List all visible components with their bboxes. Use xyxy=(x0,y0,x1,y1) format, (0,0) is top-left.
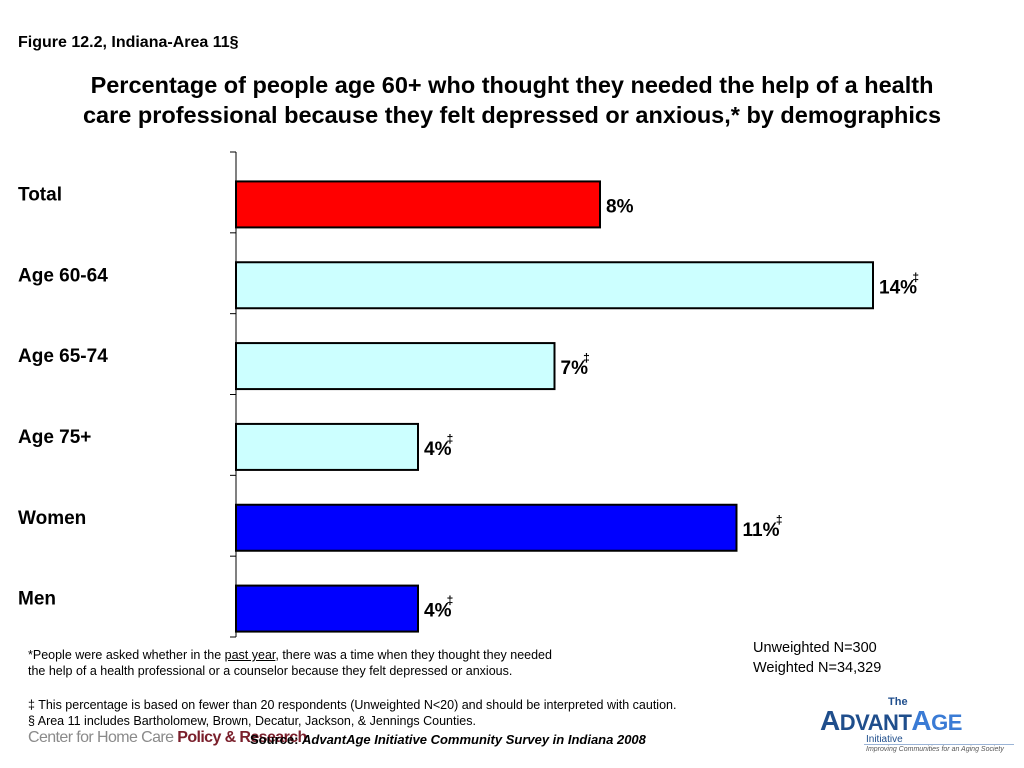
value-label: 8% xyxy=(606,196,634,217)
source-text: AdvantAge Initiative Community Survey in… xyxy=(302,732,646,747)
category-label: Men xyxy=(18,589,56,610)
advantage-logo-wordmark: ADVANTAGE xyxy=(820,705,962,736)
chcp-logo: Center for Home Care Policy & Research xyxy=(28,729,307,747)
advantage-logo: The ADVANTAGE Initiative Improving Commu… xyxy=(820,696,1016,756)
unweighted-n: Unweighted N=300 xyxy=(753,640,877,656)
footnote-text-post: , there was a time when they thought the… xyxy=(275,648,552,662)
category-label: Age 65-74 xyxy=(18,346,108,367)
bar xyxy=(235,261,874,310)
chcp-logo-part1: Center for Home Care xyxy=(28,729,178,746)
bar xyxy=(235,422,419,471)
category-label: Total xyxy=(18,184,62,205)
bar xyxy=(235,180,601,229)
footnote-text-pre: *People were asked whether in the xyxy=(28,648,225,662)
caution-flag: ‡ xyxy=(583,351,590,365)
category-label: Age 60-64 xyxy=(18,265,108,286)
advantage-logo-tagline: Improving Communities for an Aging Socie… xyxy=(866,746,1004,753)
chart-title: Percentage of people age 60+ who thought… xyxy=(20,70,1004,130)
bar xyxy=(235,584,419,633)
value-label: 11% xyxy=(743,520,780,541)
footnote-asterisk: *People were asked whether in the past y… xyxy=(28,647,552,679)
dagger-note: ‡ This percentage is based on fewer than… xyxy=(28,698,677,712)
value-label: 4% xyxy=(424,601,452,622)
advantage-logo-rule xyxy=(864,744,1014,745)
value-label: 14% xyxy=(879,277,917,298)
chcp-logo-part2: Policy & Research xyxy=(177,729,307,746)
figure-label: Figure 12.2, Indiana-Area 11§ xyxy=(18,34,239,51)
source-label: Source: xyxy=(250,732,303,747)
value-label: 4% xyxy=(424,439,452,460)
category-label: Women xyxy=(18,508,86,529)
advantage-logo-the: The xyxy=(888,696,908,708)
footnote-text-line2: the help of a health professional or a c… xyxy=(28,664,513,678)
caution-flag: ‡ xyxy=(447,594,454,608)
bar xyxy=(235,342,556,391)
caution-flag: ‡ xyxy=(912,270,919,284)
chart-title-line2: care professional because they felt depr… xyxy=(82,102,942,128)
bar xyxy=(235,503,738,552)
advantage-logo-initiative: Initiative xyxy=(866,734,903,745)
caution-flag: ‡ xyxy=(447,432,454,446)
footnote-underlined: past year xyxy=(224,648,276,662)
source-line: Source: AdvantAge Initiative Community S… xyxy=(250,732,646,747)
category-label: Age 75+ xyxy=(18,427,91,448)
value-label: 7% xyxy=(561,358,589,379)
sample-size-box: Unweighted N=300 Weighted N=34,329 xyxy=(753,638,881,678)
caution-flag: ‡ xyxy=(776,513,783,527)
weighted-n: Weighted N=34,329 xyxy=(753,660,882,676)
chart-title-line1: Percentage of people age 60+ who thought… xyxy=(90,72,934,98)
area-note: § Area 11 includes Bartholomew, Brown, D… xyxy=(28,714,476,728)
